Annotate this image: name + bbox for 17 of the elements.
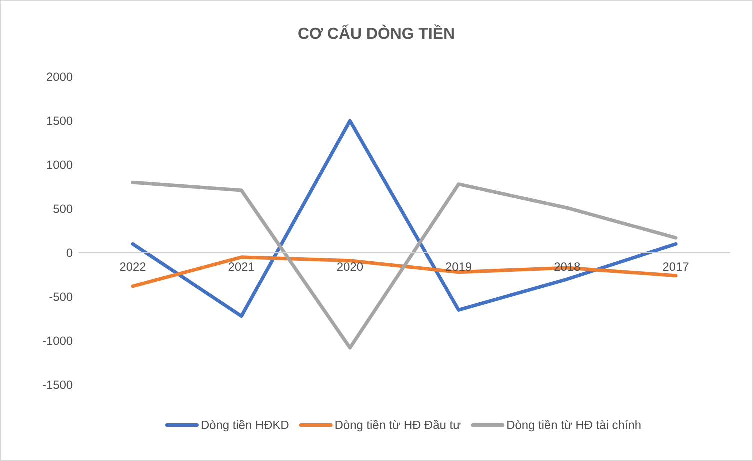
chart-title: CƠ CẤU DÒNG TIỀN bbox=[298, 24, 454, 40]
y-tick-label: 500 bbox=[54, 204, 73, 214]
x-tick-label: 2021 bbox=[228, 262, 254, 272]
y-tick-label: -1500 bbox=[43, 380, 73, 390]
x-tick-label: 2019 bbox=[446, 262, 472, 272]
y-tick-label: 0 bbox=[66, 248, 73, 258]
y-tick-label: -500 bbox=[50, 292, 73, 302]
legend-label: Dòng tiền từ HĐ Đầu tư bbox=[336, 420, 461, 432]
x-tick-label: 2017 bbox=[663, 262, 689, 272]
x-tick-label: 2020 bbox=[338, 262, 364, 272]
y-tick-label: 2000 bbox=[47, 72, 73, 82]
x-tick-label: 2022 bbox=[120, 262, 146, 272]
legend-label: Dòng tiền HĐKD bbox=[202, 420, 289, 432]
legend-label: Dòng tiền từ HĐ tài chính bbox=[508, 420, 641, 432]
y-tick-label: 1000 bbox=[47, 160, 73, 170]
y-tick-label: 1500 bbox=[47, 116, 73, 126]
y-tick-label: -1000 bbox=[43, 336, 73, 346]
